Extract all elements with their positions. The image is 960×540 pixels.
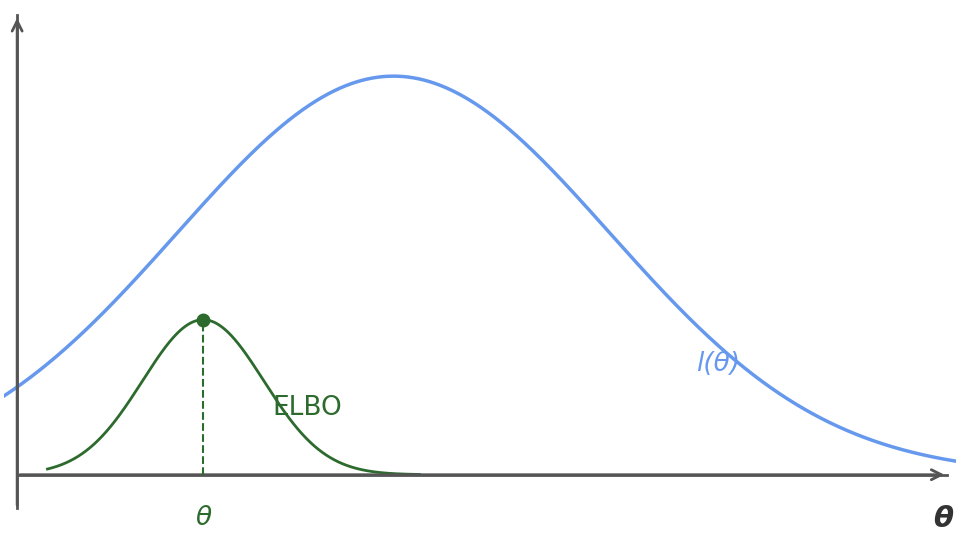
Text: l(θ): l(θ) (696, 351, 740, 377)
Text: θ: θ (195, 505, 211, 531)
Text: θ: θ (933, 505, 953, 533)
Text: ELBO: ELBO (273, 395, 342, 421)
